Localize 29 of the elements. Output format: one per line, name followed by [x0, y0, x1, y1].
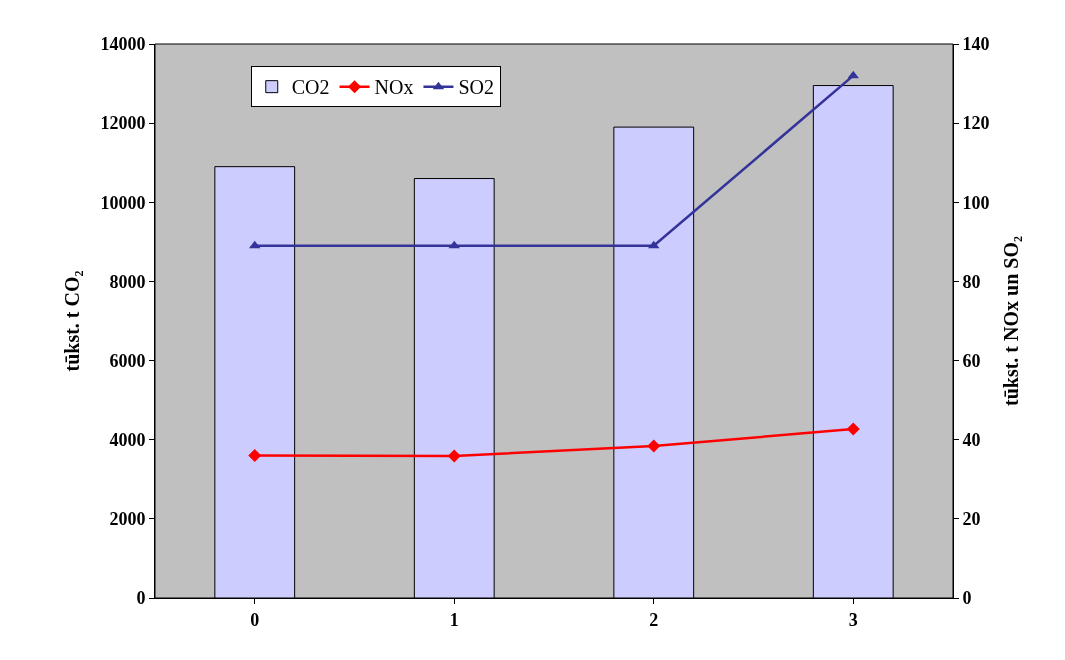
y2-tick-label: 120 [962, 113, 990, 134]
y2-tick-label: 140 [962, 34, 990, 55]
y-tick-label: 0 [136, 588, 146, 609]
y-tick-label: 14000 [100, 34, 146, 55]
y-tick-label: 2000 [109, 509, 146, 530]
y2-axis-title: tūkst. t NOx un SO₂ [1000, 236, 1023, 406]
y-tick-label: 6000 [109, 350, 146, 371]
point [647, 439, 661, 453]
x-tick-label: 1 [449, 609, 459, 630]
y2-tick-label: 0 [962, 588, 972, 609]
y2-tick-label: 60 [962, 350, 981, 371]
y2-tick-label: 100 [962, 192, 990, 213]
legend-label: CO2 [291, 76, 330, 99]
legend-label: NOx [374, 76, 414, 99]
y2-tick-label: 20 [962, 509, 981, 530]
point [846, 422, 860, 436]
y2-tick-label: 40 [962, 430, 981, 451]
y-tick-label: 12000 [100, 113, 146, 134]
x-tick-label: 0 [250, 609, 260, 630]
x-tick-label: 3 [848, 609, 858, 630]
y-tick-label: 4000 [109, 430, 146, 451]
y-axis-title: tūkst. t CO₂ [60, 270, 83, 372]
legend-label: SO2 [458, 76, 495, 99]
y-tick-label: 8000 [109, 271, 146, 292]
point [248, 449, 262, 463]
y-tick-label: 10000 [100, 192, 146, 213]
y2-tick-label: 80 [962, 271, 981, 292]
point [447, 449, 461, 463]
x-tick-label: 2 [649, 609, 659, 630]
